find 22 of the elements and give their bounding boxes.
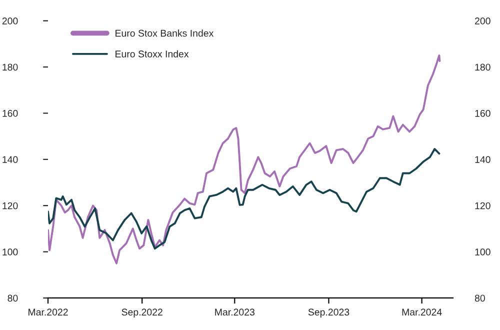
x-tick-label: Mar.2024 bbox=[402, 308, 442, 316]
x-tick-label: Sep.2022 bbox=[122, 308, 162, 318]
y2-tick-label: 100 bbox=[475, 248, 490, 256]
y-tick-label: 160 bbox=[2, 110, 18, 117]
y-tick-label: 180 bbox=[2, 64, 18, 71]
y-tick-label: 100 bbox=[2, 248, 18, 256]
y-tick-label: 140 bbox=[2, 156, 18, 164]
x-tick-label: Sep.2023 bbox=[308, 308, 350, 318]
y-tick-label: 120 bbox=[2, 202, 18, 210]
y2-tick-label: 140 bbox=[475, 156, 490, 164]
x-tick-label: Mar.2023 bbox=[215, 308, 254, 316]
y2-tick-label: 160 bbox=[475, 110, 490, 117]
y2-tick-label: 200 bbox=[475, 18, 490, 24]
y-tick-label: 200 bbox=[2, 18, 18, 24]
x-tick-label: Mar.2022 bbox=[28, 308, 68, 316]
y-tick-label: 80 bbox=[8, 294, 18, 302]
y2-tick-label: 180 bbox=[475, 64, 490, 71]
legend-label: Euro Stox Banks Index bbox=[116, 30, 214, 37]
y2-tick-label: 80 bbox=[474, 294, 485, 302]
y2-tick-label: 120 bbox=[475, 202, 490, 210]
legend-label: Euro Stoxx Index bbox=[116, 50, 189, 58]
line-series bbox=[48, 148, 440, 250]
